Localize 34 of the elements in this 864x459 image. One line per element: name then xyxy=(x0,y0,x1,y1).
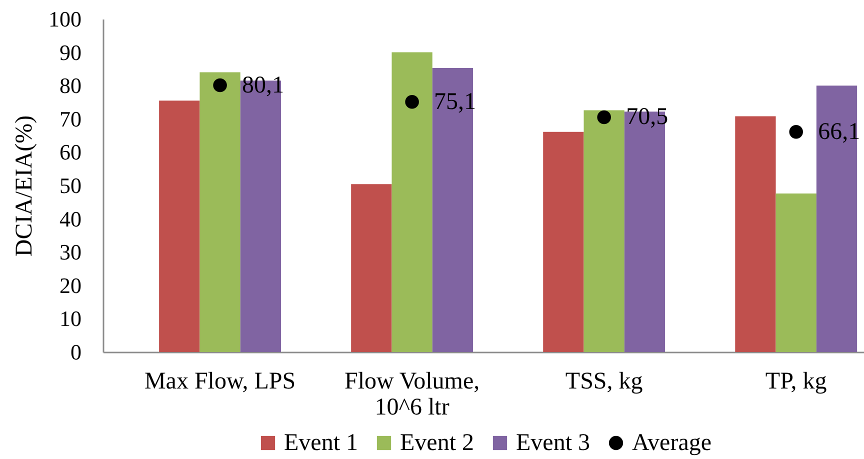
y-tick-label: 70 xyxy=(60,106,82,132)
bar xyxy=(816,86,858,352)
y-tick-label: 90 xyxy=(60,40,82,65)
y-tick-label: 60 xyxy=(60,140,82,165)
bar xyxy=(159,100,200,352)
y-tick-label: 20 xyxy=(60,272,82,298)
y-tick-label: 0 xyxy=(70,340,82,364)
bar xyxy=(351,184,392,352)
bar xyxy=(392,52,432,352)
y-axis-title: DCIA/EIA(%) xyxy=(12,115,38,257)
y-tick-label: 80 xyxy=(60,73,82,98)
bar xyxy=(543,132,584,352)
y-tick-label: 30 xyxy=(60,240,82,265)
y-tick-label: 50 xyxy=(60,173,82,198)
x-tick-label: Flow Volume, 10^6 ltr xyxy=(344,368,480,420)
x-tick-label: TP, kg xyxy=(765,368,827,394)
y-tick-label: 10 xyxy=(60,306,82,332)
y-tick-label: 100 xyxy=(48,6,82,32)
point xyxy=(405,95,419,109)
bar xyxy=(432,68,474,352)
bar xyxy=(776,193,816,352)
x-tick-label: TSS, kg xyxy=(565,368,643,394)
x-tick-label: Max Flow, LPS xyxy=(144,368,296,394)
legend-label: Event 2 xyxy=(400,430,474,456)
point xyxy=(597,110,611,124)
legend-label: Event 3 xyxy=(516,430,590,456)
point xyxy=(213,78,227,92)
point xyxy=(789,125,803,139)
legend-label: Event 1 xyxy=(284,430,358,456)
legend-label: Average xyxy=(632,430,712,456)
bar xyxy=(200,72,240,352)
y-tick-label: 40 xyxy=(60,206,82,232)
bar xyxy=(735,116,776,352)
bar xyxy=(584,110,624,352)
